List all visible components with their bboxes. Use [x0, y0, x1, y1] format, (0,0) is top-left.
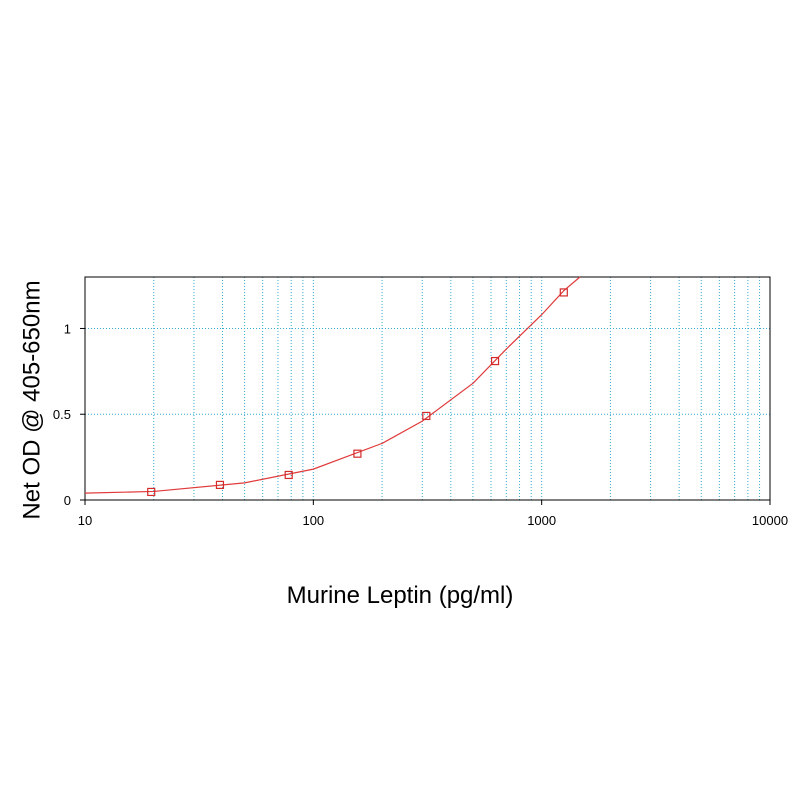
- x-tick-label: 10000: [752, 513, 788, 528]
- y-axis-label: Net OD @ 405-650nm: [18, 280, 45, 519]
- data-point: [490, 356, 500, 366]
- plot-frame: [84, 276, 771, 501]
- data-point: [284, 470, 293, 480]
- data-point: [422, 411, 431, 421]
- y-tick-label: 1: [64, 321, 71, 336]
- fit-curve: [84, 276, 581, 494]
- y-tick-label: 0.5: [53, 407, 71, 422]
- x-tick-label: 1000: [527, 513, 556, 528]
- data-point: [215, 480, 225, 490]
- data-point: [559, 288, 568, 297]
- y-tick-label: 0: [64, 493, 71, 508]
- data-point: [353, 449, 362, 458]
- data-point: [147, 487, 156, 497]
- x-tick-label: 100: [302, 513, 324, 528]
- x-tick-label: 10: [78, 513, 92, 528]
- x-axis-label: Murine Leptin (pg/ml): [287, 582, 514, 609]
